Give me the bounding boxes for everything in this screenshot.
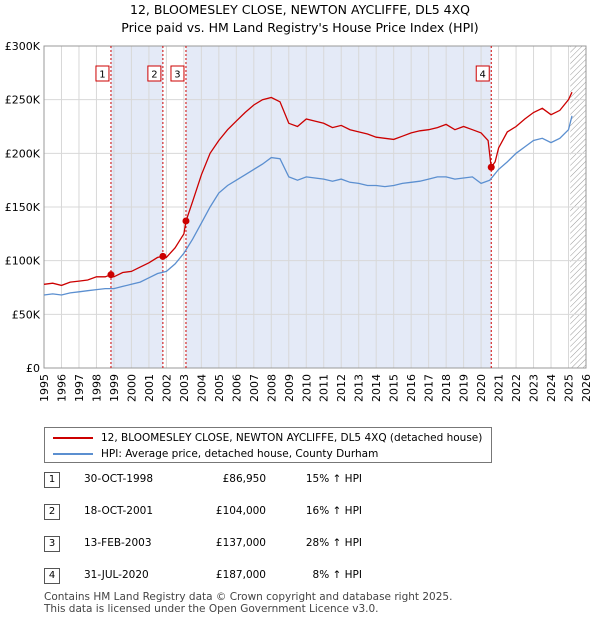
sale-label-text: 4: [480, 70, 486, 81]
x-tick-label: 2026: [580, 374, 593, 402]
x-tick-label: 2023: [528, 374, 541, 402]
y-tick-label: £300K: [5, 40, 41, 53]
sale-number-badge: 1: [44, 472, 60, 488]
sale-label-box: [95, 65, 110, 82]
x-tick-label: 2003: [178, 374, 191, 402]
x-tick-label: 2019: [458, 374, 471, 402]
sale-date: 18-OCT-2001: [84, 505, 153, 517]
x-tick-label: 1998: [90, 374, 103, 402]
sale-row: 4 31-JUL-2020 £187,000 8% ↑ HPI: [44, 566, 564, 586]
legend-swatch-property: [53, 437, 93, 439]
sale-row: 2 18-OCT-2001 £104,000 16% ↑ HPI: [44, 502, 564, 522]
x-tick-label: 2013: [353, 374, 366, 402]
sale-number-badge: 3: [44, 536, 60, 552]
sale-row: 1 30-OCT-1998 £86,950 15% ↑ HPI: [44, 470, 564, 490]
x-tick-label: 2024: [545, 374, 558, 402]
footer: Contains HM Land Registry data © Crown c…: [44, 591, 452, 615]
x-tick-label: 1997: [73, 374, 86, 402]
footer-licence: This data is licensed under the Open Gov…: [44, 603, 379, 615]
sale-number-badge: 4: [44, 568, 60, 584]
x-tick-label: 2016: [405, 374, 418, 402]
plot-frame: [43, 45, 587, 369]
x-tick-label: 2007: [248, 374, 261, 402]
sale-label-text: 3: [174, 70, 180, 81]
x-tick-label: 2009: [283, 374, 296, 402]
x-tick-label: 1995: [38, 374, 51, 402]
sale-point: [107, 271, 115, 279]
legend-item-hpi: HPI: Average price, detached house, Coun…: [53, 447, 378, 461]
chart-legend: 12, BLOOMESLEY CLOSE, NEWTON AYCLIFFE, D…: [44, 427, 492, 463]
sale-price: £187,000: [215, 569, 266, 581]
x-tick-label: 1996: [55, 374, 68, 402]
x-tick-label: 2018: [440, 374, 453, 402]
x-tick-label: 2008: [265, 374, 278, 402]
y-tick-label: £150K: [5, 201, 41, 214]
x-tick-label: 2000: [125, 374, 138, 402]
x-tick-label: 2005: [213, 374, 226, 402]
x-tick-label: 2010: [300, 374, 313, 402]
x-tick-label: 2001: [143, 374, 156, 402]
y-tick-label: £100K: [5, 255, 41, 268]
sale-row: 3 13-FEB-2003 £137,000 28% ↑ HPI: [44, 534, 564, 554]
y-tick-label: £250K: [5, 94, 41, 107]
y-tick-label: £50K: [12, 308, 41, 321]
sale-hpi-change: 16% ↑ HPI: [305, 505, 362, 517]
x-tick-label: 2021: [493, 374, 506, 402]
sale-label-box: [475, 65, 490, 82]
x-tick-label: 1999: [108, 374, 121, 402]
sale-label-box: [170, 65, 185, 82]
x-tick-label: 2002: [160, 374, 173, 402]
sale-price: £137,000: [215, 537, 266, 549]
x-tick-label: 2012: [335, 374, 348, 402]
sale-point: [182, 217, 190, 225]
x-tick-label: 2020: [475, 374, 488, 402]
sale-hpi-change: 8% ↑ HPI: [312, 569, 362, 581]
sale-label-text: 1: [99, 70, 105, 81]
sale-hpi-change: 28% ↑ HPI: [305, 537, 362, 549]
sale-number-badge: 2: [44, 504, 60, 520]
sale-date: 31-JUL-2020: [84, 569, 149, 581]
x-tick-label: 2022: [510, 374, 523, 402]
x-tick-label: 2004: [195, 374, 208, 402]
sale-label-box: [147, 65, 162, 82]
chart-title-line1: 12, BLOOMESLEY CLOSE, NEWTON AYCLIFFE, D…: [130, 2, 470, 17]
series-line: [43, 115, 573, 296]
sale-point: [487, 163, 495, 171]
x-tick-label: 2017: [423, 374, 436, 402]
legend-swatch-hpi: [53, 453, 93, 455]
legend-item-property: 12, BLOOMESLEY CLOSE, NEWTON AYCLIFFE, D…: [53, 431, 482, 445]
sale-date: 30-OCT-1998: [84, 473, 153, 485]
sale-point: [159, 252, 167, 260]
chart-title-line2: Price paid vs. HM Land Registry's House …: [121, 20, 479, 35]
y-tick-label: £200K: [5, 147, 41, 160]
y-tick-label: £0: [26, 362, 40, 375]
footer-copyright: Contains HM Land Registry data © Crown c…: [44, 591, 453, 603]
legend-label-hpi: HPI: Average price, detached house, Coun…: [101, 448, 379, 460]
x-tick-label: 2006: [230, 374, 243, 402]
legend-label-property: 12, BLOOMESLEY CLOSE, NEWTON AYCLIFFE, D…: [101, 432, 483, 444]
price-chart: 1 2 3 4 £0 £50K £100K £150K £200K £250K £300K 1995 1…: [5, 40, 593, 402]
x-tick-label: 2025: [563, 374, 576, 402]
sale-price: £86,950: [222, 473, 266, 485]
x-tick-label: 2014: [370, 374, 383, 402]
x-tick-label: 2011: [318, 374, 331, 402]
sale-hpi-change: 15% ↑ HPI: [305, 473, 362, 485]
sale-date: 13-FEB-2003: [84, 537, 152, 549]
sale-price: £104,000: [215, 505, 266, 517]
sale-label-text: 2: [151, 70, 157, 81]
x-tick-label: 2015: [388, 374, 401, 402]
